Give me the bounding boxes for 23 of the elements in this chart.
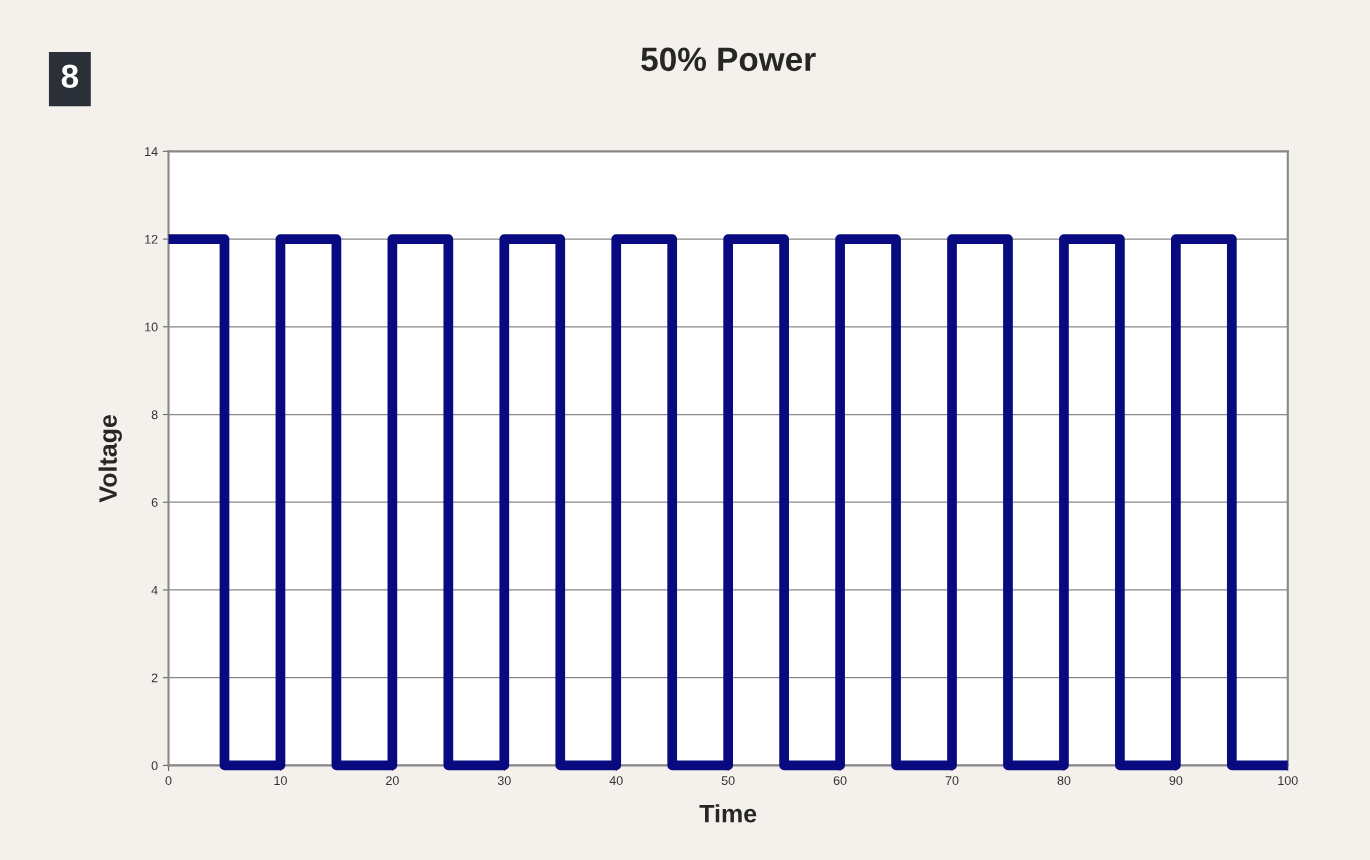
x-tick-label: 20	[386, 776, 399, 785]
y-tick-label: 2	[151, 673, 158, 683]
x-tick-label: 90	[1169, 776, 1183, 785]
y-axis-title: Voltage	[98, 415, 122, 503]
y-tick-label: 6	[151, 498, 158, 507]
x-tick-label: 100	[1278, 776, 1298, 785]
x-tick-label: 10	[274, 776, 287, 785]
y-tick-label: 0	[151, 761, 158, 771]
x-axis-title: Time	[699, 804, 757, 823]
x-tick-label: 0	[165, 776, 172, 785]
y-tick-label: 8	[151, 410, 158, 420]
y-tick-label: 4	[151, 585, 158, 595]
y-tick-label: 14	[145, 147, 158, 156]
x-tick-label: 30	[497, 776, 511, 785]
text: 8	[61, 64, 79, 89]
y-tick-label: 12	[145, 234, 158, 244]
x-tick-label: 80	[1057, 776, 1071, 785]
x-tick-label: 40	[609, 776, 623, 785]
x-tick-label: 60	[833, 776, 847, 785]
x-tick-label: 50	[721, 776, 735, 785]
x-tick-label: 70	[945, 776, 959, 785]
chart-title: 50% Power	[641, 47, 816, 72]
y-tick-label: 10	[145, 322, 158, 332]
